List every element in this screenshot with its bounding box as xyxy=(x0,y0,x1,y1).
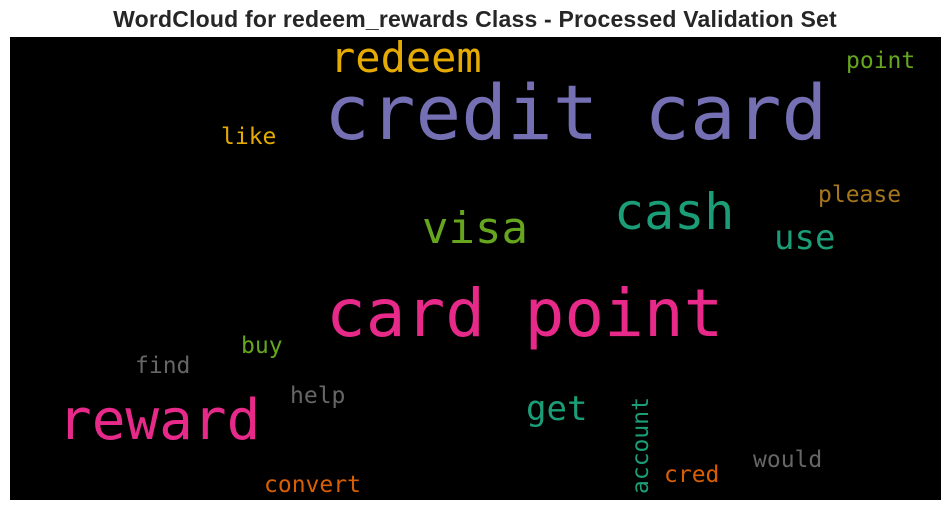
word-get: get xyxy=(526,389,588,429)
word-redeem: redeem xyxy=(330,37,482,82)
word-account: account xyxy=(628,397,654,494)
word-find: find xyxy=(135,353,191,379)
word-card-point: card point xyxy=(326,275,724,352)
chart-title: WordCloud for redeem_rewards Class - Pro… xyxy=(113,6,837,32)
word-please: please xyxy=(818,182,902,208)
word-credit-card: credit card xyxy=(324,68,828,157)
word-cash: cash xyxy=(614,183,735,241)
word-cred: cred xyxy=(664,462,720,488)
word-convert: convert xyxy=(264,472,361,498)
word-use: use xyxy=(774,218,836,258)
word-point: point xyxy=(846,48,916,74)
word-like: like xyxy=(221,124,277,150)
word-reward: reward xyxy=(58,388,261,453)
word-buy: buy xyxy=(241,333,283,359)
wordcloud-canvas: credit card card point reward cash visa … xyxy=(10,37,941,500)
word-help: help xyxy=(290,383,346,409)
word-visa: visa xyxy=(422,203,528,254)
word-would: would xyxy=(753,447,823,473)
